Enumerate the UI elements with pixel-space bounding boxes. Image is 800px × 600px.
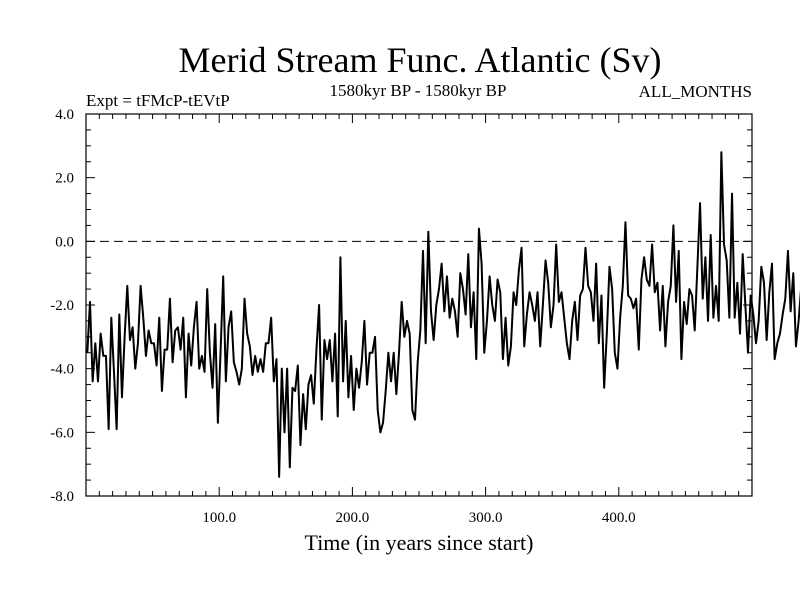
y-tick-label: 0.0 xyxy=(55,234,74,250)
months-label: ALL_MONTHS xyxy=(639,82,752,101)
y-tick-label: -6.0 xyxy=(50,425,74,441)
x-axis-title: Time (in years since start) xyxy=(305,530,534,555)
x-tick-label: 100.0 xyxy=(202,510,236,526)
experiment-label: Expt = tFMcP-tEVtP xyxy=(86,91,230,110)
y-tick-label: -4.0 xyxy=(50,362,74,378)
x-tick-label: 400.0 xyxy=(602,510,636,526)
time-range-label: 1580kyr BP - 1580kyr BP xyxy=(330,81,507,100)
y-axis: 4.0 2.0 0.0 -2.0 -4.0 -6.0 -8.0 xyxy=(50,107,752,505)
y-tick-label: -2.0 xyxy=(50,298,74,314)
x-tick-label: 300.0 xyxy=(469,510,503,526)
y-tick-label: 2.0 xyxy=(55,171,74,187)
x-axis: 100.0 200.0 300.0 400.0 xyxy=(98,114,740,526)
plot-frame xyxy=(85,113,753,497)
x-tick-label: 200.0 xyxy=(336,510,370,526)
chart-title: Merid Stream Func. Atlantic (Sv) xyxy=(179,40,662,80)
series-line xyxy=(86,151,800,478)
y-tick-label: -8.0 xyxy=(50,489,74,505)
y-tick-label: 4.0 xyxy=(55,107,74,123)
